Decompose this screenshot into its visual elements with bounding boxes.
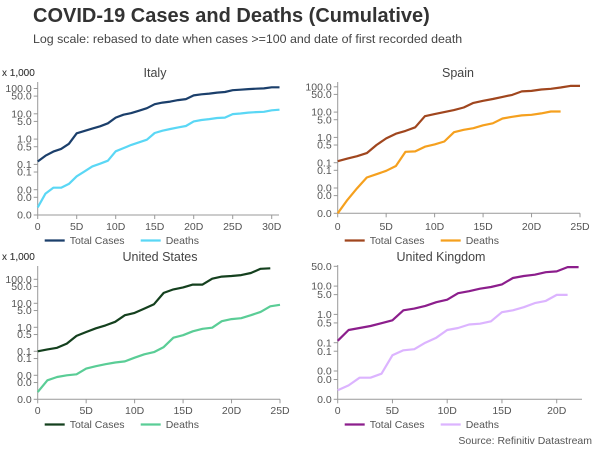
x-tick-label: 20D: [184, 221, 204, 233]
y-tick-label: 0.0: [317, 374, 332, 386]
x-tick-label: 15D: [173, 405, 193, 417]
y-tick-label: 0.1: [317, 337, 332, 349]
y-tick-label: 0.5: [317, 318, 332, 330]
y-tick-label: 10.0: [11, 298, 32, 310]
legend-label-deaths: Deaths: [166, 235, 199, 247]
x-tick-label: 15D: [145, 221, 165, 233]
y-tick-label: 100.0: [5, 274, 31, 286]
y-tick-label: 0.0: [317, 394, 332, 406]
x-tick-label: 5D: [386, 405, 400, 417]
series-line-deaths: [337, 293, 568, 392]
x-tick-label: 10D: [438, 405, 458, 417]
chart-panel-spain: x 1,000 Spain100.050.010.05.01.00.50.10.1…: [2, 66, 590, 247]
chart-title: Spain: [442, 66, 474, 80]
series-line-total-cases: [337, 84, 580, 163]
series-line-deaths: [336, 110, 561, 214]
y-tick-label: 0.1: [317, 346, 332, 358]
series-line-total-cases: [37, 86, 280, 163]
x-tick-label: 30D: [262, 221, 282, 233]
legend-label-total-cases: Total Cases: [370, 419, 425, 431]
y-tick-label: 0.0: [317, 190, 332, 202]
y-tick-label: 0.0: [17, 394, 32, 406]
y-tick-label: 5.0: [17, 305, 32, 317]
y-tick-label: 0.0: [17, 184, 32, 196]
series-line-total-cases: [37, 267, 271, 353]
y-tick-label: 1.0: [17, 322, 32, 334]
y-unit-label: x 1,000: [2, 68, 35, 79]
chart-panel-united-states: x 1,000 United States100.050.010.05.01.00…: [2, 250, 290, 431]
legend-label-deaths: Deaths: [466, 419, 499, 431]
x-tick-label: 0: [335, 221, 341, 233]
y-tick-label: 10.0: [11, 108, 32, 120]
y-tick-label: 50.0: [11, 91, 32, 103]
x-tick-label: 0: [335, 405, 341, 417]
y-tick-label: 0.1: [17, 346, 32, 358]
chart-panel-italy: x 1,000 Italy 100.050.0 10.05.0 1.00.5 0.10.1…: [2, 66, 282, 247]
y-tick-label: 0.1: [317, 157, 332, 169]
y-tick-label: 1.0: [317, 309, 332, 321]
x-tick-label: 15D: [473, 221, 493, 233]
y-tick-label: 0.5: [317, 140, 332, 152]
y-tick-label: 0.5: [17, 329, 32, 341]
y-tick-label: 0.0: [317, 183, 332, 195]
page-title: COVID-19 Cases and Deaths (Cumulative): [33, 5, 430, 27]
chart-title: United States: [122, 250, 197, 264]
y-tick-label: 100.0: [5, 83, 31, 95]
y-tick-label: 1.0: [317, 132, 332, 144]
x-tick-label: 20D: [522, 221, 542, 233]
y-unit-label: x 1,000: [2, 252, 35, 263]
legend-label-total-cases: Total Cases: [70, 235, 125, 247]
y-tick-label: 5.0: [317, 114, 332, 126]
y-tick-label: 0.0: [317, 208, 332, 220]
y-tick-label: 0.0: [17, 377, 32, 389]
legend-label-total-cases: Total Cases: [70, 419, 125, 431]
y-tick-label: 50.0: [311, 89, 332, 101]
chart-title: Italy: [144, 66, 168, 80]
y-tick-label: 50.0: [311, 261, 332, 273]
series-line-deaths: [36, 303, 281, 393]
y-unit-label: x 1,000: [2, 68, 35, 79]
y-tick-label: 10.0: [311, 107, 332, 119]
x-tick-label: 5D: [379, 221, 393, 233]
y-tick-label: 1.0: [17, 134, 32, 146]
y-tick-label: 0.0: [17, 192, 32, 204]
x-tick-label: 20D: [547, 405, 567, 417]
x-tick-label: 10D: [106, 221, 126, 233]
x-tick-label: 25D: [570, 221, 590, 233]
y-tick-label: 0.1: [317, 165, 332, 177]
x-tick-label: 5D: [79, 405, 93, 417]
x-tick-label: 0: [35, 405, 41, 417]
y-tick-label: 5.0: [317, 289, 332, 301]
y-tick-label: 50.0: [11, 281, 32, 293]
y-tick-label: 0.1: [17, 353, 32, 365]
y-tick-label: 0.0: [317, 366, 332, 378]
y-tick-label: 5.0: [17, 116, 32, 128]
y-tick-label: 0.1: [17, 167, 32, 179]
x-tick-label: 10D: [125, 405, 145, 417]
chart-title: United Kingdom: [397, 250, 486, 264]
x-tick-label: 10D: [425, 221, 445, 233]
x-tick-label: 25D: [223, 221, 243, 233]
chart-panel-united-kingdom: x 1,000 United Kingdom50.010.05.01.00.50.…: [2, 250, 582, 431]
y-unit-label: x 1,000: [2, 252, 35, 263]
y-tick-label: 0.5: [17, 141, 32, 153]
y-tick-label: 100.0: [305, 81, 331, 93]
y-tick-label: 0.0: [17, 210, 32, 222]
y-tick-label: 0.0: [17, 370, 32, 382]
x-tick-label: 15D: [492, 405, 512, 417]
x-tick-label: 25D: [270, 405, 290, 417]
y-tick-label: 0.1: [17, 159, 32, 171]
series-line-total-cases: [336, 266, 579, 342]
series-line-deaths: [36, 108, 280, 208]
x-tick-label: 5D: [70, 221, 84, 233]
source-note: Source: Refinitiv Datastream: [458, 435, 592, 447]
x-tick-label: 0: [35, 221, 41, 233]
legend-label-total-cases: Total Cases: [370, 235, 425, 247]
legend-label-deaths: Deaths: [166, 419, 199, 431]
x-tick-label: 20D: [222, 405, 242, 417]
y-tick-label: 10.0: [311, 281, 332, 293]
legend-label-deaths: Deaths: [466, 235, 499, 247]
page-subtitle: Log scale: rebased to date when cases >=…: [33, 32, 463, 46]
